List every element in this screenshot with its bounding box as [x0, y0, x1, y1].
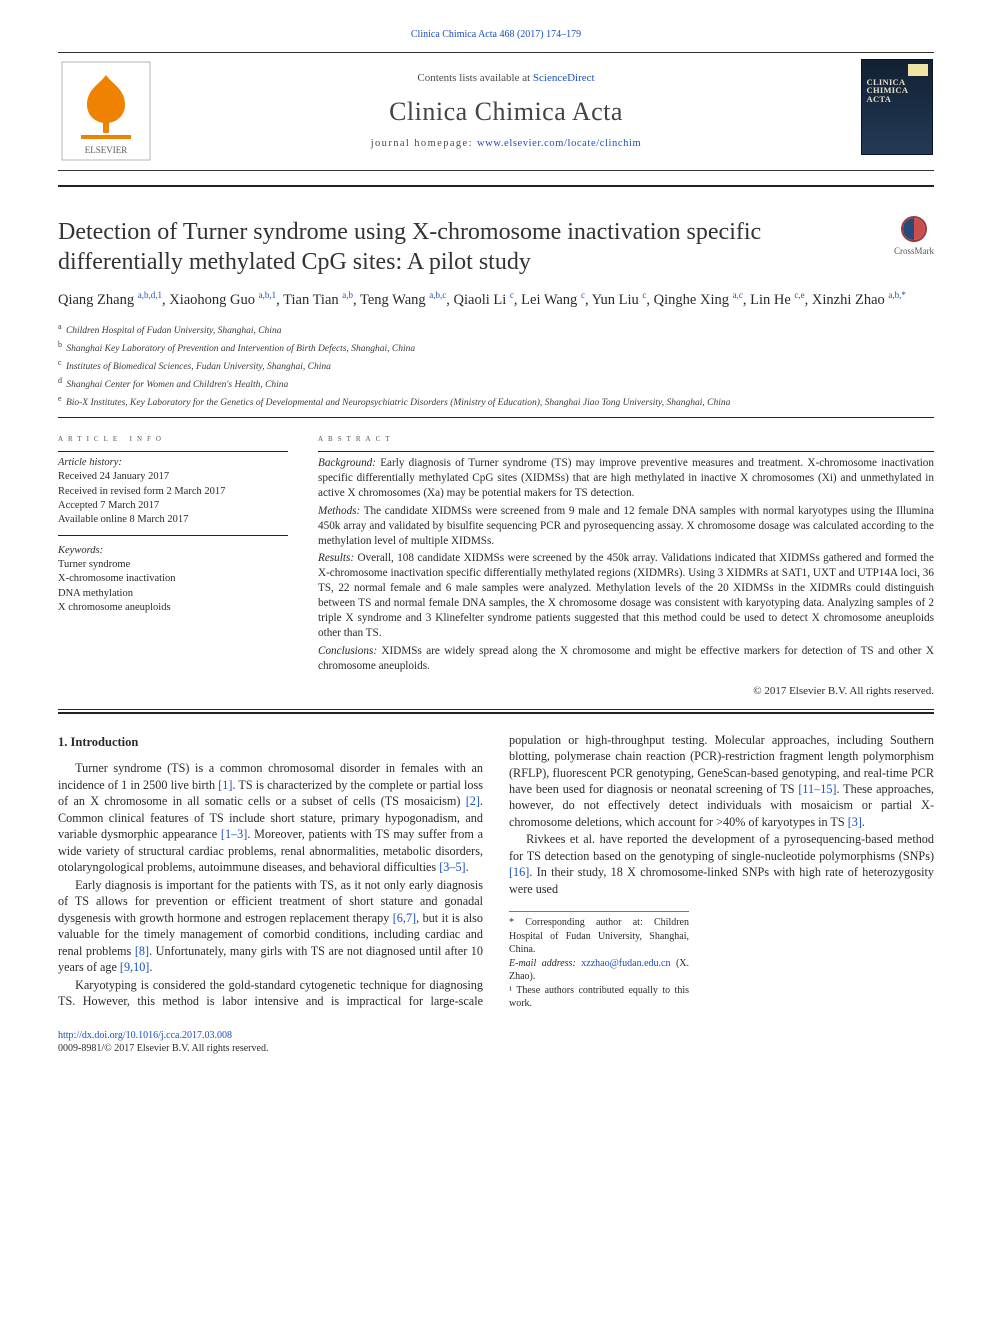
- citation-link[interactable]: [1]: [218, 778, 232, 792]
- citation-link[interactable]: [6,7]: [393, 911, 416, 925]
- author: Lin He: [750, 291, 791, 307]
- abstract-copyright: © 2017 Elsevier B.V. All rights reserved…: [318, 684, 934, 699]
- history-item: Accepted 7 March 2017: [58, 499, 288, 513]
- running-head: Clinica Chimica Acta 468 (2017) 174–179: [58, 28, 934, 42]
- history-item: Available online 8 March 2017: [58, 513, 288, 527]
- article-body: 1. Introduction Turner syndrome (TS) is …: [58, 732, 934, 1011]
- body-paragraph: Rivkees et al. have reported the develop…: [509, 831, 934, 897]
- history-item: Received 24 January 2017: [58, 470, 288, 484]
- doi-link[interactable]: http://dx.doi.org/10.1016/j.cca.2017.03.…: [58, 1030, 232, 1041]
- abstract-col: abstract Background: Early diagnosis of …: [318, 424, 934, 699]
- title-block: CrossMark Detection of Turner syndrome u…: [58, 187, 934, 417]
- history-label: Article history:: [58, 456, 288, 470]
- divider: [58, 535, 288, 536]
- section-heading-intro: 1. Introduction: [58, 734, 483, 751]
- history-item: Received in revised form 2 March 2017: [58, 485, 288, 499]
- divider: [58, 451, 288, 452]
- keyword: Turner syndrome: [58, 558, 288, 572]
- affiliation: b Shanghai Key Laboratory of Prevention …: [58, 339, 934, 357]
- divider: [318, 451, 934, 452]
- footnotes: * Corresponding author at: Children Hosp…: [509, 911, 689, 1011]
- citation-link[interactable]: [9,10]: [120, 960, 149, 974]
- keyword: X-chromosome inactivation: [58, 572, 288, 586]
- article-title: Detection of Turner syndrome using X-chr…: [58, 217, 838, 277]
- homepage-link[interactable]: www.elsevier.com/locate/clinchim: [477, 138, 641, 149]
- publisher-logo: ELSEVIER: [58, 59, 153, 164]
- running-head-link[interactable]: Clinica Chimica Acta 468 (2017) 174–179: [411, 29, 581, 40]
- article-history: Article history: Received 24 January 201…: [58, 456, 288, 527]
- keyword: DNA methylation: [58, 587, 288, 601]
- citation-link[interactable]: [11–15]: [798, 782, 836, 796]
- keywords-label: Keywords:: [58, 544, 288, 558]
- svg-text:ELSEVIER: ELSEVIER: [84, 145, 127, 155]
- abstract-heading: abstract: [318, 432, 934, 446]
- citation-link[interactable]: [2]: [466, 794, 480, 808]
- author: Qiang Zhang: [58, 291, 134, 307]
- author-list: Qiang Zhang a,b,d,1, Xiaohong Guo a,b,1,…: [58, 289, 934, 312]
- affiliation: e Bio-X Institutes, Key Laboratory for t…: [58, 393, 934, 411]
- affiliation: a Children Hospital of Fudan University,…: [58, 321, 934, 339]
- body-paragraph: Turner syndrome (TS) is a common chromos…: [58, 760, 483, 875]
- journal-homepage: journal homepage: www.elsevier.com/locat…: [153, 137, 859, 151]
- author: Xiaohong Guo: [169, 291, 255, 307]
- cover-ribbon-icon: [908, 64, 928, 76]
- citation-link[interactable]: [3–5]: [439, 860, 465, 874]
- divider: [58, 417, 934, 418]
- journal-cover: CLINICA CHIMICA ACTA: [859, 59, 934, 164]
- crossmark-badge[interactable]: CrossMark: [894, 215, 934, 257]
- contents-line: Contents lists available at ScienceDirec…: [153, 71, 859, 86]
- sciencedirect-link[interactable]: ScienceDirect: [533, 72, 595, 84]
- body-paragraph: Early diagnosis is important for the pat…: [58, 877, 483, 976]
- citation-link[interactable]: [3]: [848, 815, 862, 829]
- contents-prefix: Contents lists available at: [417, 72, 532, 84]
- citation-link[interactable]: [1–3]: [221, 827, 247, 841]
- issn-copyright: 0009-8981/© 2017 Elsevier B.V. All right…: [58, 1043, 268, 1054]
- article-info-heading: article info: [58, 432, 288, 446]
- keyword: X chromosome aneuploids: [58, 601, 288, 615]
- masthead: ELSEVIER Contents lists available at Sci…: [58, 53, 934, 166]
- author: Tian Tian: [283, 291, 339, 307]
- abstract-text: Background: Early diagnosis of Turner sy…: [318, 456, 934, 674]
- equal-contrib: ¹ These authors contributed equally to t…: [509, 984, 689, 1011]
- crossmark-label: CrossMark: [894, 246, 934, 256]
- citation-link[interactable]: [8]: [135, 944, 149, 958]
- email-line: E-mail address: xzzhao@fudan.edu.cn (X. …: [509, 957, 689, 984]
- cover-title: CLINICA CHIMICA ACTA: [867, 78, 927, 105]
- homepage-prefix: journal homepage:: [371, 138, 477, 149]
- affiliations: a Children Hospital of Fudan University,…: [58, 321, 934, 411]
- affiliation: d Shanghai Center for Women and Children…: [58, 375, 934, 393]
- divider: [58, 712, 934, 714]
- divider: [58, 709, 934, 710]
- elsevier-tree-icon: ELSEVIER: [61, 61, 151, 161]
- masthead-center: Contents lists available at ScienceDirec…: [153, 71, 859, 151]
- author: Lei Wang: [521, 291, 577, 307]
- info-abstract-row: article info Article history: Received 2…: [58, 424, 934, 699]
- page-footer: http://dx.doi.org/10.1016/j.cca.2017.03.…: [58, 1029, 934, 1056]
- affiliation: c Institutes of Biomedical Sciences, Fud…: [58, 357, 934, 375]
- keywords-block: Keywords: Turner syndromeX-chromosome in…: [58, 544, 288, 615]
- author: Qinghe Xing: [654, 291, 729, 307]
- corresponding-author: * Corresponding author at: Children Hosp…: [509, 916, 689, 957]
- author: Yun Liu: [592, 291, 639, 307]
- author: Teng Wang: [360, 291, 426, 307]
- citation-link[interactable]: [16]: [509, 865, 529, 879]
- article-info-col: article info Article history: Received 2…: [58, 424, 288, 699]
- author: Qiaoli Li: [454, 291, 507, 307]
- journal-name: Clinica Chimica Acta: [153, 94, 859, 129]
- author: Xinzhi Zhao: [812, 291, 885, 307]
- corresponding-email[interactable]: xzzhao@fudan.edu.cn: [581, 958, 670, 969]
